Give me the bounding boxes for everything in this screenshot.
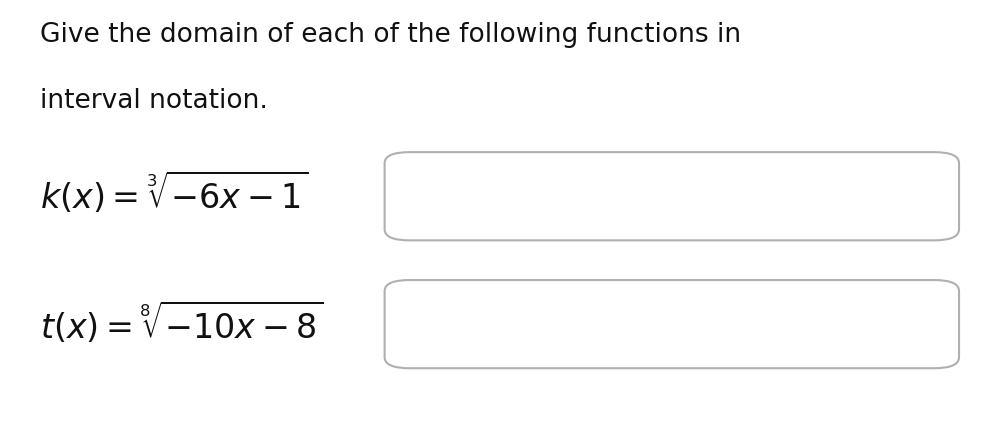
FancyBboxPatch shape: [385, 280, 959, 368]
Text: Give the domain of each of the following functions in: Give the domain of each of the following…: [40, 22, 741, 48]
FancyBboxPatch shape: [385, 152, 959, 240]
Text: interval notation.: interval notation.: [40, 88, 268, 114]
Text: $t(x) = \sqrt[8]{-10x-8}$: $t(x) = \sqrt[8]{-10x-8}$: [40, 299, 323, 345]
Text: $k(x) = \sqrt[3]{-6x-1}$: $k(x) = \sqrt[3]{-6x-1}$: [40, 169, 308, 215]
